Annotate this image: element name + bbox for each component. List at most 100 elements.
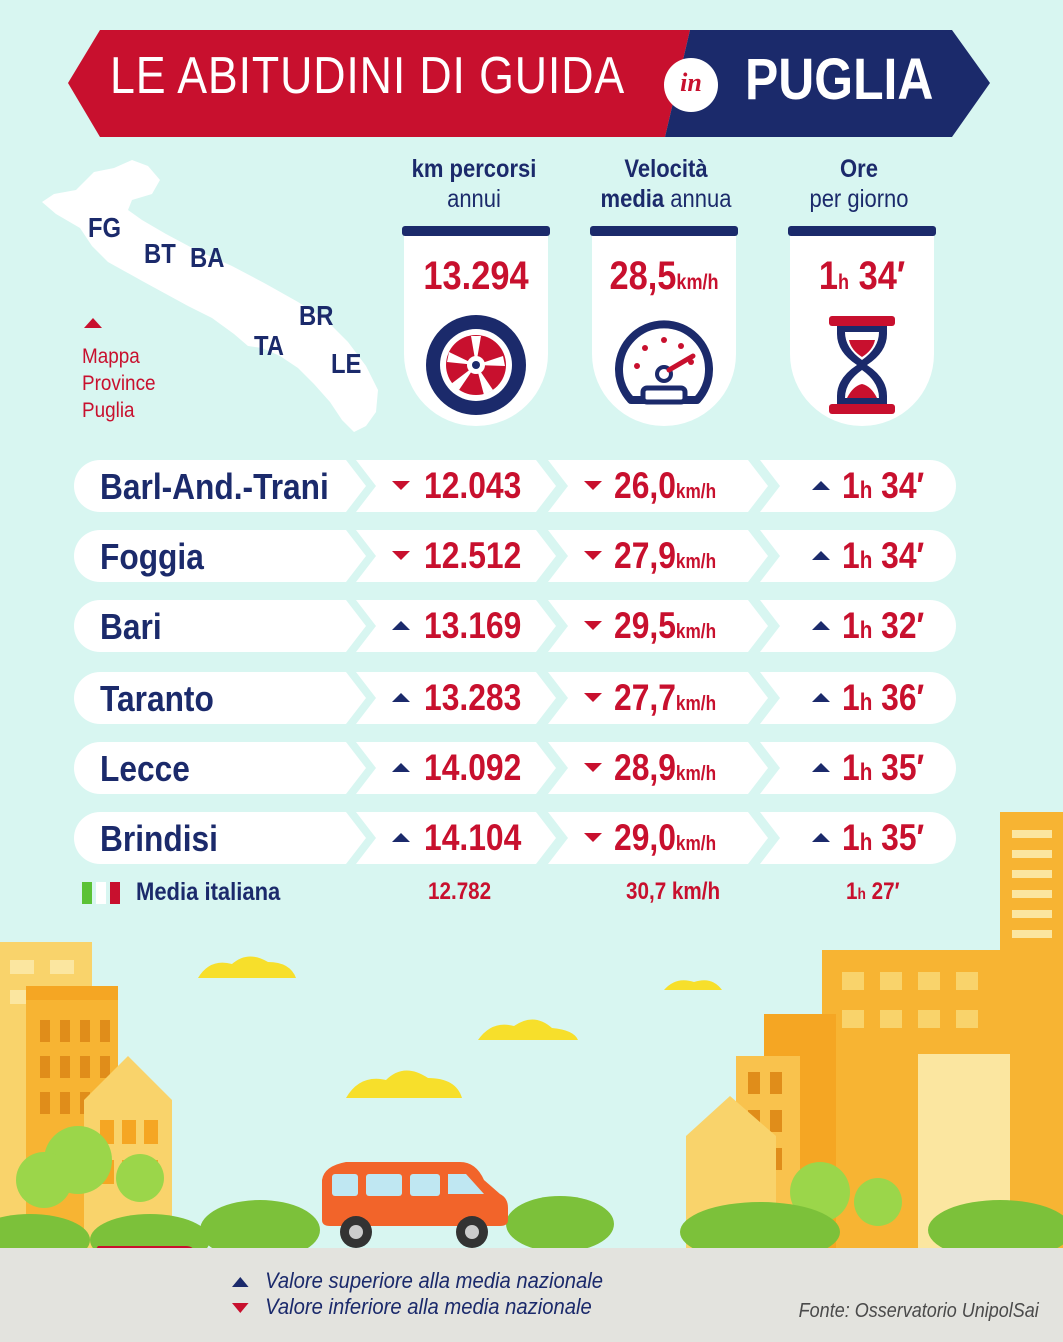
- row-velocita-cell: 29,0km/h: [548, 812, 768, 864]
- province-name: Taranto: [100, 678, 214, 719]
- velocita-value: 26,0km/h: [614, 465, 716, 507]
- km-value: 13.283: [424, 677, 522, 718]
- trend-arrow-icon: [812, 621, 830, 630]
- legend: Valore superiore alla media nazionale Va…: [0, 1248, 1063, 1342]
- media-ore-value: 1h 27′: [846, 878, 900, 906]
- card-value-km: 13.294: [423, 254, 529, 298]
- hours-number: 1: [846, 878, 858, 905]
- trend-arrow-icon: [812, 833, 830, 842]
- row-name-cell: Taranto: [74, 672, 366, 724]
- column-header-ore: Ore per giorno: [793, 154, 925, 214]
- province-label-bt: BT: [144, 238, 176, 269]
- trend-arrow-icon: [812, 693, 830, 702]
- velocita-value: 27,7km/h: [614, 677, 716, 719]
- hours-number: 1: [842, 747, 860, 788]
- velocita-unit: km/h: [675, 481, 717, 503]
- row-velocita-cell: 29,5km/h: [548, 600, 768, 652]
- minutes-number: 34′: [881, 465, 925, 506]
- card-value-ore: 1h 34′: [800, 254, 924, 299]
- row-velocita-cell: 28,9km/h: [548, 742, 768, 794]
- legend-up: Valore superiore alla media nazionale: [232, 1268, 603, 1294]
- velocita-unit: km/h: [675, 621, 717, 643]
- velocita-value: 29,0km/h: [614, 817, 716, 859]
- row-name-cell: Barl-And.-Trani: [74, 460, 366, 512]
- column-header-light: per giorno: [809, 185, 909, 213]
- column-header-light: annui: [447, 185, 501, 213]
- km-value: 12.512: [424, 535, 522, 576]
- velocity-unit: km/h: [676, 271, 719, 294]
- row-ore-cell: 1h 34′: [760, 530, 956, 582]
- legend-up-label: Valore superiore alla media nazionale: [265, 1268, 604, 1293]
- in-badge: in: [664, 58, 718, 112]
- media-velocita-value: 30,7 km/h: [626, 878, 721, 905]
- source-note: Fonte: Osservatorio UnipolSai: [798, 1300, 1039, 1322]
- velocita-unit: km/h: [675, 763, 717, 785]
- velocita-number: 28,9: [614, 747, 676, 788]
- km-value: 14.092: [424, 747, 522, 788]
- hours-number: 1: [842, 605, 860, 646]
- velocita-number: 29,0: [614, 817, 676, 858]
- row-velocita-cell: 27,9km/h: [548, 530, 768, 582]
- hours-number: 1: [842, 677, 860, 718]
- hours-number: 1: [842, 465, 860, 506]
- flag-green: [82, 882, 92, 904]
- banner-shape: [68, 30, 990, 137]
- puglia-silhouette: [42, 160, 378, 432]
- media-km-value: 12.782: [428, 878, 492, 905]
- province-label-le: LE: [331, 348, 362, 379]
- column-header-bold: Velocità: [624, 155, 708, 183]
- row-velocita-cell: 26,0km/h: [548, 460, 768, 512]
- map-caption-line: Puglia: [82, 399, 135, 422]
- tire-icon: [426, 315, 526, 415]
- velocita-value: 28,9km/h: [614, 747, 716, 789]
- column-header-light: annua: [670, 185, 732, 213]
- minutes-number: 34′: [858, 254, 906, 298]
- legend-down: Valore inferiore alla media nazionale: [232, 1294, 592, 1320]
- column-header-bold: media: [600, 185, 665, 213]
- minutes-number: 27′: [871, 878, 900, 905]
- trend-arrow-icon: [584, 621, 602, 630]
- province-label-br: BR: [299, 300, 334, 331]
- trend-arrow-icon: [392, 693, 410, 702]
- trend-arrow-icon: [584, 481, 602, 490]
- row-ore-cell: 1h 32′: [760, 600, 956, 652]
- row-km-cell: 12.043: [356, 460, 556, 512]
- velocita-number: 26,0: [614, 465, 676, 506]
- trend-arrow-icon: [812, 763, 830, 772]
- title-banner: LE ABITUDINI DI GUIDA in PUGLIA: [0, 0, 1063, 140]
- province-label-fg: FG: [88, 212, 122, 243]
- province-name: Lecce: [100, 748, 190, 789]
- row-velocita-cell: 27,7km/h: [548, 672, 768, 724]
- hourglass-icon: [829, 316, 895, 414]
- up-arrow-icon: [232, 1277, 249, 1288]
- trend-arrow-icon: [812, 481, 830, 490]
- trend-arrow-icon: [584, 551, 602, 560]
- ore-value: 1h 36′: [842, 677, 924, 719]
- card-ore: 1h 34′: [790, 232, 934, 426]
- hours-unit: h: [859, 689, 873, 716]
- velocita-unit: km/h: [675, 551, 717, 573]
- map-caption: Mappa Province Puglia: [82, 343, 156, 424]
- velocity-number: 28,5: [609, 254, 677, 298]
- column-header-km: km percorsi annui: [404, 154, 545, 214]
- van-icon: [322, 1162, 508, 1248]
- row-name-cell: Brindisi: [74, 812, 366, 864]
- minutes-number: 35′: [881, 747, 925, 788]
- province-label-ba: BA: [190, 242, 225, 273]
- hours-unit: h: [859, 477, 873, 504]
- minutes-number: 34′: [881, 535, 925, 576]
- italian-average-row: Media italiana 12.782 30,7 km/h 1h 27′: [0, 876, 1063, 910]
- column-header-bold: km percorsi: [411, 155, 537, 183]
- city-scene-illustration: [0, 812, 1063, 1260]
- map-caption-line: Province: [82, 372, 156, 395]
- row-ore-cell: 1h 35′: [760, 812, 956, 864]
- velocita-number: 29,5: [614, 605, 676, 646]
- trend-arrow-icon: [392, 621, 410, 630]
- hours-number: 1: [842, 817, 860, 858]
- flag-red: [110, 882, 120, 904]
- hours-unit: h: [859, 617, 873, 644]
- km-value: 13.169: [424, 605, 522, 646]
- hours-number: 1: [842, 535, 860, 576]
- ore-value: 1h 32′: [842, 605, 924, 647]
- ore-value: 1h 34′: [842, 535, 924, 577]
